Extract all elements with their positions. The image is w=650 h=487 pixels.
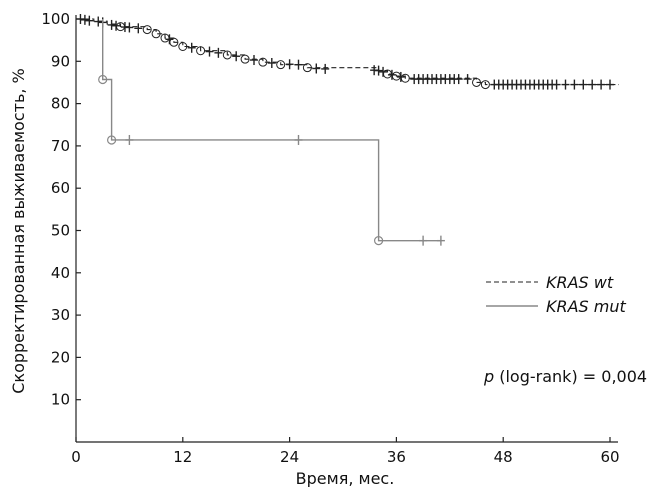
censor-mark-wt	[294, 59, 303, 70]
x-tick-label: 0	[71, 448, 81, 466]
censor-mark-wt	[94, 16, 103, 27]
event-marker-wt	[302, 63, 312, 73]
y-tick-label: 100	[41, 10, 70, 28]
x-tick-label: 48	[494, 448, 513, 466]
y-tick-label: 40	[51, 264, 70, 282]
censor-mark-wt	[250, 55, 258, 66]
y-tick-label: 30	[51, 306, 70, 324]
censor-mark-wt	[205, 46, 214, 57]
p-value-text: (log-rank) = 0,004	[494, 367, 647, 386]
censor-mark-wt	[125, 22, 134, 33]
x-axis-title: Время, мес.	[296, 469, 395, 487]
censor-mark-wt	[579, 79, 588, 90]
event-marker-mut	[106, 135, 117, 145]
legend-label-wt: KRAS wt	[546, 273, 614, 292]
censor-mark-wt	[606, 79, 614, 90]
censor-mark-wt	[379, 66, 388, 77]
y-axis-title: Скорректированная выживаемость, %	[9, 68, 28, 394]
x-tick-label: 36	[387, 448, 406, 466]
event-marker-wt	[178, 41, 188, 51]
event-marker-wt	[472, 77, 481, 87]
censor-mark-wt	[267, 57, 276, 68]
censor-mark-wt	[134, 23, 143, 34]
censor-mark-wt	[232, 51, 241, 62]
censor-mark-wt	[321, 63, 330, 74]
y-tick-label: 90	[51, 52, 70, 70]
censor-mark-wt	[107, 19, 116, 30]
censor-mark-wt	[552, 79, 561, 90]
censor-mark-wt	[387, 69, 396, 80]
censor-mark-mut	[436, 235, 445, 246]
p-symbol: p	[483, 367, 494, 386]
censor-mark-wt	[285, 59, 294, 70]
series-wt-step-line	[76, 18, 619, 86]
censor-mark-wt	[374, 65, 383, 76]
censor-mark-wt	[165, 34, 174, 45]
event-marker-wt	[480, 80, 490, 90]
censor-mark-wt	[112, 20, 121, 31]
event-marker-wt	[196, 46, 206, 56]
event-marker-wt	[151, 29, 161, 39]
censor-mark-wt	[588, 79, 597, 90]
event-marker-wt	[276, 60, 286, 70]
series-wt	[76, 14, 619, 90]
event-marker-wt	[222, 50, 232, 60]
legend: KRAS wt KRAS mut	[486, 273, 627, 316]
axes: 0 12 24 36 48 60 10 20 30 40 50 60 70 80 90 100	[41, 10, 619, 466]
censor-mark-wt	[85, 15, 94, 26]
series-mut	[98, 19, 445, 246]
event-marker-mut	[98, 74, 108, 85]
censor-mark-wt	[463, 74, 472, 85]
legend-label-mut: KRAS mut	[546, 297, 627, 316]
censor-mark-wt	[561, 79, 570, 90]
y-tick-label: 50	[51, 222, 70, 240]
event-marker-wt	[142, 25, 152, 35]
censor-mark-mut	[294, 134, 303, 145]
censor-mark-wt	[187, 42, 196, 53]
y-tick-label: 10	[51, 391, 70, 409]
event-marker-mut	[374, 236, 384, 246]
p-value-annotation: p (log-rank) = 0,004	[483, 367, 647, 386]
censor-mark-mut	[419, 235, 428, 246]
y-tick-label: 60	[51, 179, 70, 197]
event-marker-wt	[240, 54, 250, 64]
x-tick-label: 12	[173, 448, 192, 466]
y-tick-label: 70	[51, 137, 70, 155]
plot-area	[76, 14, 619, 246]
censor-mark-wt	[454, 74, 463, 85]
censor-mark-wt	[312, 63, 321, 74]
x-tick-label: 24	[280, 448, 299, 466]
censor-mark-wt	[597, 79, 606, 90]
event-marker-wt	[258, 57, 268, 67]
censor-mark-wt	[570, 79, 579, 90]
censor-mark-wt	[80, 14, 89, 25]
y-tick-label: 80	[51, 95, 70, 113]
x-tick-label: 60	[600, 448, 619, 466]
censor-mark-wt	[214, 47, 223, 58]
y-tick-label: 20	[51, 348, 70, 366]
censor-mark-wt	[396, 71, 405, 82]
censor-mark-mut	[125, 134, 134, 145]
series-mut-step-line	[102, 19, 441, 242]
